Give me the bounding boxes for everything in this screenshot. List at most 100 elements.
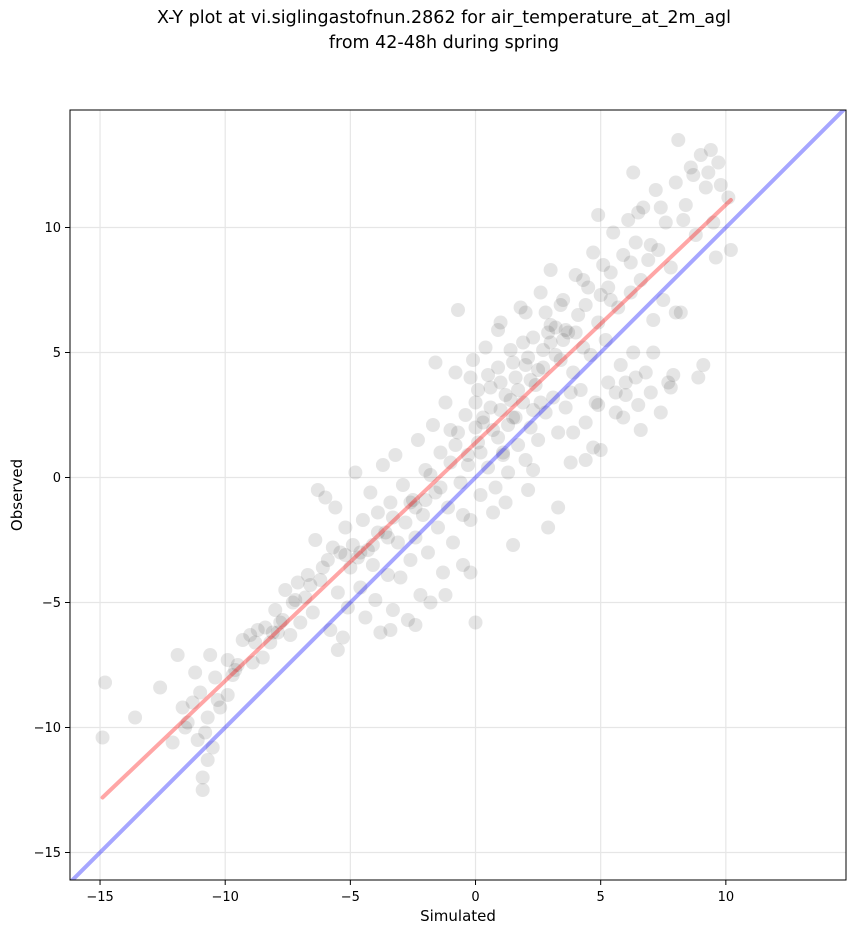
data-point xyxy=(330,585,345,600)
data-point xyxy=(526,330,541,345)
data-point xyxy=(380,530,395,545)
data-point xyxy=(471,435,486,450)
data-point xyxy=(433,480,448,495)
data-point xyxy=(461,458,476,472)
data-point xyxy=(578,453,593,467)
data-point xyxy=(501,418,516,432)
data-point xyxy=(551,425,566,440)
data-point xyxy=(586,440,601,455)
data-point xyxy=(538,305,553,320)
data-point xyxy=(568,268,583,282)
regression-line xyxy=(100,198,733,800)
x-axis-ticks: −15 −10 −5 0 5 10 xyxy=(86,880,734,905)
data-point xyxy=(245,655,260,670)
data-point xyxy=(435,565,450,580)
data-point xyxy=(305,605,320,620)
data-point xyxy=(556,293,571,307)
data-point xyxy=(661,375,676,390)
data-point xyxy=(383,495,398,510)
data-point xyxy=(496,448,511,462)
y-tick-label: −10 xyxy=(34,721,61,736)
data-point xyxy=(493,315,508,330)
data-point xyxy=(576,273,591,287)
data-point xyxy=(348,465,363,480)
data-point xyxy=(403,553,418,567)
data-point xyxy=(578,298,593,312)
data-point xyxy=(608,385,623,400)
data-point xyxy=(623,255,638,270)
data-point xyxy=(315,560,330,575)
data-point xyxy=(543,318,558,332)
data-point xyxy=(318,490,333,505)
data-point xyxy=(633,273,648,287)
data-point xyxy=(248,635,263,650)
data-point xyxy=(646,345,661,360)
data-point xyxy=(440,500,455,515)
data-point xyxy=(230,658,245,672)
data-point xyxy=(633,423,648,437)
data-point xyxy=(195,770,210,785)
data-point xyxy=(461,448,476,462)
data-point xyxy=(591,398,606,412)
data-point xyxy=(353,545,368,560)
data-point xyxy=(491,323,506,337)
data-point xyxy=(200,753,215,767)
data-point xyxy=(653,405,668,420)
data-point xyxy=(468,395,483,410)
data-point xyxy=(476,415,491,430)
data-point xyxy=(498,388,513,402)
data-point xyxy=(428,485,443,500)
data-point xyxy=(383,623,398,637)
data-point xyxy=(723,243,738,257)
data-point xyxy=(568,325,583,340)
data-point xyxy=(328,500,343,515)
x-tick-label: −10 xyxy=(211,890,238,905)
data-point xyxy=(533,285,548,300)
data-point xyxy=(180,715,195,730)
data-point xyxy=(358,610,373,625)
data-point xyxy=(203,648,218,662)
data-point xyxy=(653,200,668,215)
data-point xyxy=(418,463,433,477)
plot-frame xyxy=(69,109,847,881)
data-point xyxy=(593,288,608,302)
data-point xyxy=(506,410,521,425)
data-point xyxy=(298,590,313,605)
data-point xyxy=(418,493,433,507)
data-point xyxy=(596,258,611,272)
data-point xyxy=(273,615,288,630)
y-tick-label: −15 xyxy=(34,846,61,861)
data-point xyxy=(175,700,190,715)
data-point xyxy=(420,545,435,560)
x-axis-label: Simulated xyxy=(420,907,496,925)
data-point xyxy=(691,370,706,385)
data-point xyxy=(170,648,185,662)
data-point xyxy=(618,375,633,390)
data-point xyxy=(531,363,546,377)
data-point xyxy=(721,190,736,205)
data-point xyxy=(556,333,571,347)
data-point xyxy=(415,508,430,522)
data-point xyxy=(711,155,726,170)
data-point xyxy=(235,633,250,647)
data-point xyxy=(491,360,506,375)
data-point xyxy=(523,373,538,387)
data-point xyxy=(531,433,546,447)
data-point xyxy=(591,315,606,330)
data-point xyxy=(408,530,423,545)
data-point xyxy=(593,443,608,457)
data-point xyxy=(546,390,561,405)
data-point xyxy=(548,348,563,362)
data-point xyxy=(293,615,308,630)
reference-lines xyxy=(70,110,846,880)
data-point xyxy=(471,383,486,397)
data-point xyxy=(413,588,428,602)
y-tick-label: −5 xyxy=(42,596,61,611)
data-point xyxy=(566,425,581,440)
data-point xyxy=(548,320,563,335)
data-point xyxy=(225,668,240,682)
data-point xyxy=(526,463,541,477)
data-point xyxy=(508,410,523,425)
data-point xyxy=(190,733,205,747)
data-point xyxy=(423,468,438,482)
